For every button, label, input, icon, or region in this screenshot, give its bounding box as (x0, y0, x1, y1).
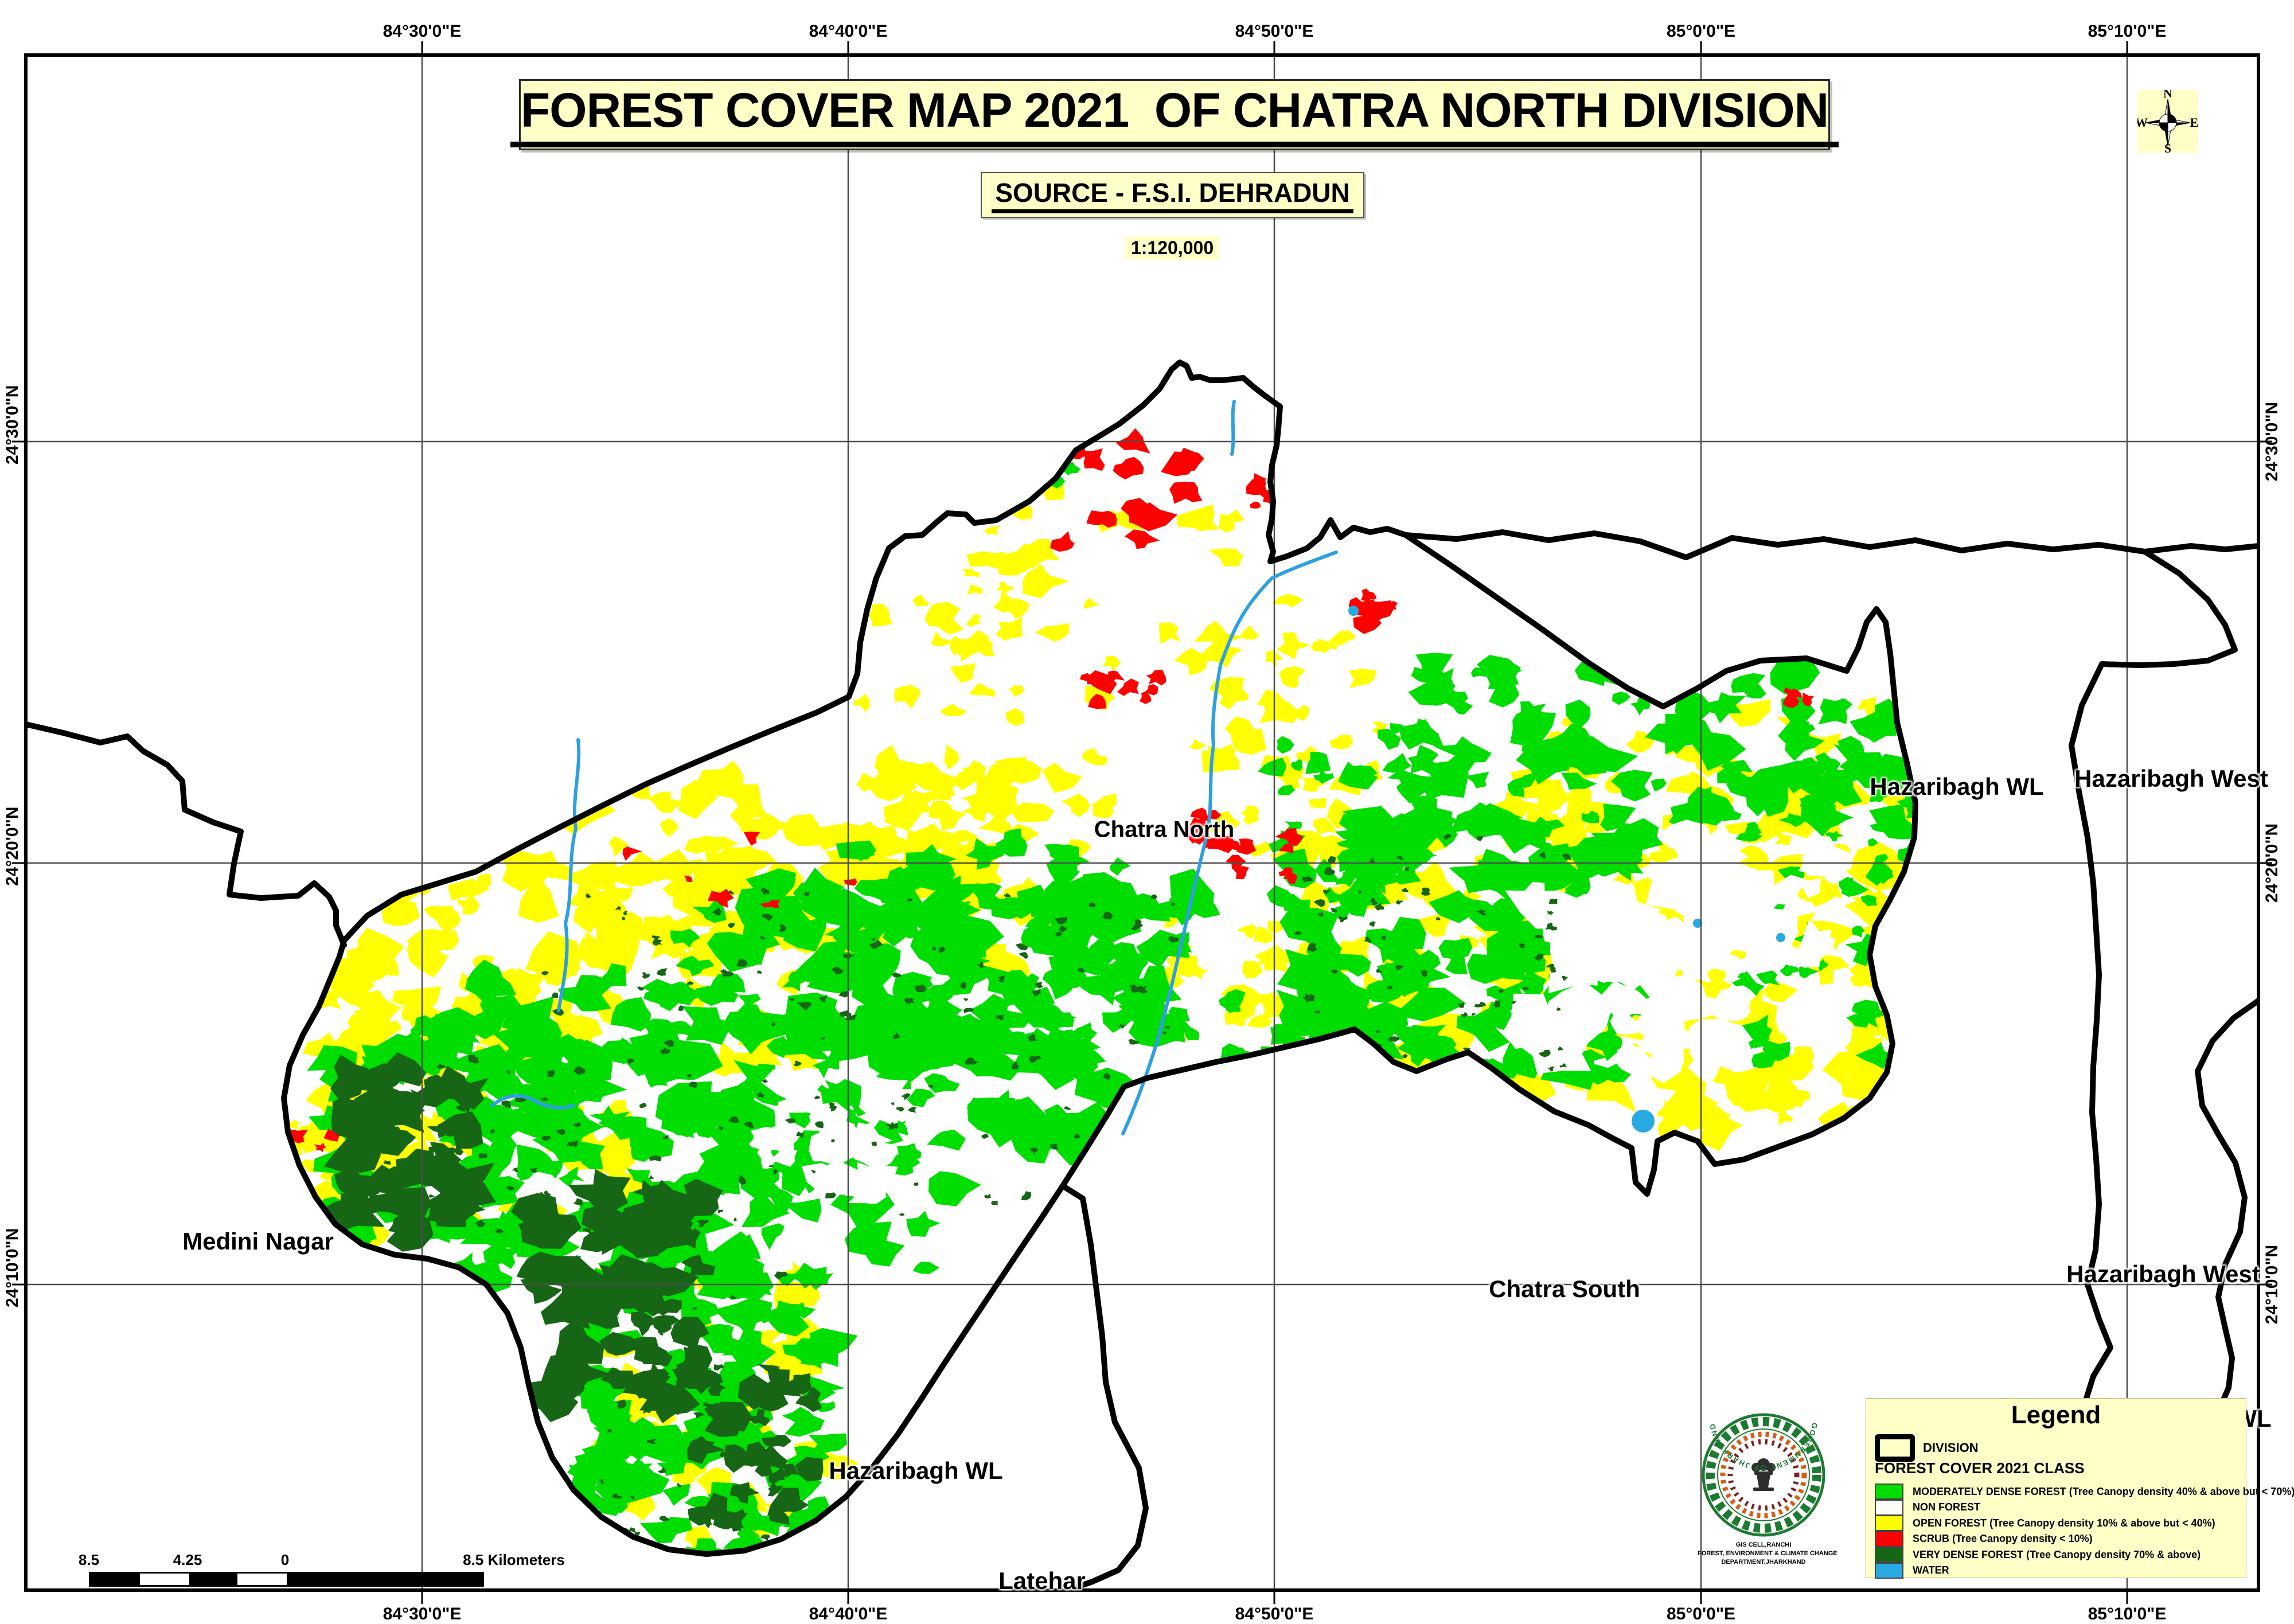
lon-label-top: 85°10'0"E (2088, 22, 2167, 41)
lon-label-bottom: 84°40'0"E (809, 1605, 888, 1623)
compass-s: S (2164, 141, 2171, 153)
map-title: FOREST COVER MAP 2021 OF CHATRA NORTH DI… (510, 83, 1839, 147)
graticule-ticks (12, 41, 2272, 1604)
compass-e: E (2190, 115, 2198, 130)
map-frame (24, 53, 2260, 1592)
scale-ratio: 1:120,000 (1125, 236, 1220, 260)
lat-label-right: 24°10'0"N (2262, 1244, 2281, 1325)
legend-division-label: DIVISION (1923, 1440, 1979, 1455)
compass-w: W (2137, 115, 2148, 130)
river-layer (490, 400, 1338, 1135)
map-label-hazaribagh-wl-south: Hazaribagh WL (829, 1457, 1003, 1484)
forest-cover-layer (284, 428, 1915, 1554)
legend-swatch-icon (1875, 1547, 1903, 1563)
legend-row: OPEN FOREST (Tree Canopy density 10% & a… (1875, 1515, 2215, 1531)
scalebar-tick-label: 4.25 (173, 1551, 202, 1568)
lon-label-top: 85°0'0"E (1666, 22, 1736, 41)
lat-label-left: 24°20'0"N (3, 806, 22, 886)
neighbor-boundary-ne-loop (2099, 549, 2238, 668)
govt-jharkhand-emblem: GOVERNMENT OF JHARKHAND GIS CELL,RANCHI F… (1698, 1412, 1837, 1584)
legend-class-label: WATER (1913, 1564, 1949, 1576)
legend-row: NON FOREST (1875, 1499, 1981, 1516)
lat-label-right: 24°30'0"N (2262, 401, 2281, 482)
division-swatch-icon (1875, 1434, 1915, 1462)
lon-label-top: 84°30'0"E (383, 22, 462, 41)
map-label-medini-nagar: Medini Nagar (182, 1228, 334, 1255)
neighbor-boundary-right (2195, 998, 2258, 1409)
map-label-chatra-south: Chatra South (1489, 1275, 1640, 1302)
compass-rose: N E S W (2135, 86, 2198, 155)
lat-label-right: 24°20'0"N (2262, 823, 2281, 903)
emblem-caption-line: GIS CELL,RANCHI (1735, 1541, 1792, 1548)
river-west (557, 738, 581, 1012)
legend-row: WATER (1875, 1562, 1949, 1579)
scalebar-segment (140, 1574, 189, 1585)
legend-swatch-icon (1875, 1515, 1903, 1531)
source-box: SOURCE - F.S.I. DEHRADUN (981, 172, 1364, 218)
river-north-small (1230, 400, 1236, 456)
legend-class-label: NON FOREST (1913, 1501, 1981, 1513)
emblem-caption-line: FOREST, ENVIRONMENT & CLIMATE CHANGE (1698, 1550, 1837, 1557)
map-label-division-name: Chatra North (1094, 817, 1235, 842)
legend-row: SCRUB (Tree Canopy density < 10%) (1875, 1531, 2093, 1547)
legend-swatch-icon (1875, 1562, 1903, 1579)
map-label-hazaribagh-wl-east: Hazaribagh WL (1870, 773, 2044, 800)
lat-label-left: 24°30'0"N (3, 385, 22, 464)
legend-swatch-icon (1875, 1499, 1903, 1516)
scalebar-segment (91, 1574, 140, 1585)
legend-class-label: VERY DENSE FOREST (Tree Canopy density 7… (1913, 1548, 2201, 1560)
legend-class-label: MODERATELY DENSE FOREST (Tree Canopy den… (1913, 1485, 2294, 1497)
map-title-box: FOREST COVER MAP 2021 OF CHATRA NORTH DI… (510, 79, 1839, 150)
legend-class-label: SCRUB (Tree Canopy density < 10%) (1913, 1533, 2093, 1544)
lon-label-bottom: 85°0'0"E (1666, 1605, 1736, 1623)
legend: Legend DIVISION FOREST COVER 2021 CLASS … (1866, 1398, 2294, 1579)
scalebar-unit-label: 8.5 Kilometers (463, 1551, 565, 1568)
legend-title: Legend (2011, 1401, 2101, 1429)
neighbor-boundary-latehar (1060, 1183, 1149, 1590)
lon-label-top: 84°50'0"E (1235, 22, 1314, 41)
legend-row: MODERATELY DENSE FOREST (Tree Canopy den… (1875, 1484, 2294, 1500)
scalebar-segment (237, 1574, 287, 1585)
river-main (1121, 551, 1338, 1135)
lon-label-bottom: 85°10'0"E (2088, 1605, 2167, 1623)
neighbor-boundary-west (26, 721, 347, 948)
legend-swatch-icon (1875, 1531, 1903, 1547)
legend-class-label: OPEN FOREST (Tree Canopy density 10% & a… (1913, 1517, 2215, 1529)
map-label-hazaribagh-west-top: Hazaribagh West (2074, 765, 2268, 792)
compass-star-icon (2145, 99, 2191, 147)
neighbor-boundary-north-east (1403, 529, 2258, 560)
scalebar-tick-label: 8.5 (78, 1551, 100, 1568)
scalebar-tick-label: 0 (280, 1551, 290, 1568)
scalebar-segment (189, 1574, 237, 1585)
map-label-latehar: Latehar (998, 1567, 1086, 1594)
emblem-caption-line: DEPARTMENT,JHARKHAND (1721, 1559, 1806, 1566)
source-text: SOURCE - F.S.I. DEHRADUN (992, 177, 1353, 213)
legend-swatch-icon (1875, 1484, 1903, 1500)
scalebar-bar (89, 1572, 484, 1587)
lon-label-bottom: 84°50'0"E (1235, 1605, 1314, 1623)
emblem-seal-icon: GOVERNMENT OF JHARKHAND (1702, 1413, 1825, 1537)
river-east-small (490, 1094, 575, 1110)
lon-label-bottom: 84°30'0"E (383, 1605, 462, 1623)
ashoka-pillar-icon (1751, 1458, 1776, 1491)
legend-division-row: DIVISION (1875, 1434, 1979, 1462)
legend-class-header: FOREST COVER 2021 CLASS (1875, 1459, 2085, 1477)
compass-n: N (2163, 90, 2172, 100)
legend-row: VERY DENSE FOREST (Tree Canopy density 7… (1875, 1547, 2201, 1563)
boundary-layer (26, 360, 2258, 1590)
scalebar-segment (287, 1574, 482, 1585)
graticule-lines (26, 55, 2258, 1590)
lon-label-top: 84°40'0"E (809, 22, 888, 41)
lat-label-left: 24°10'0"N (3, 1228, 22, 1307)
map-label-hazaribagh-west-bottom: Hazaribagh West (2066, 1260, 2260, 1287)
division-boundary (281, 360, 1918, 1557)
neighbor-boundary-hazaribagh-divider (2069, 661, 2113, 1405)
